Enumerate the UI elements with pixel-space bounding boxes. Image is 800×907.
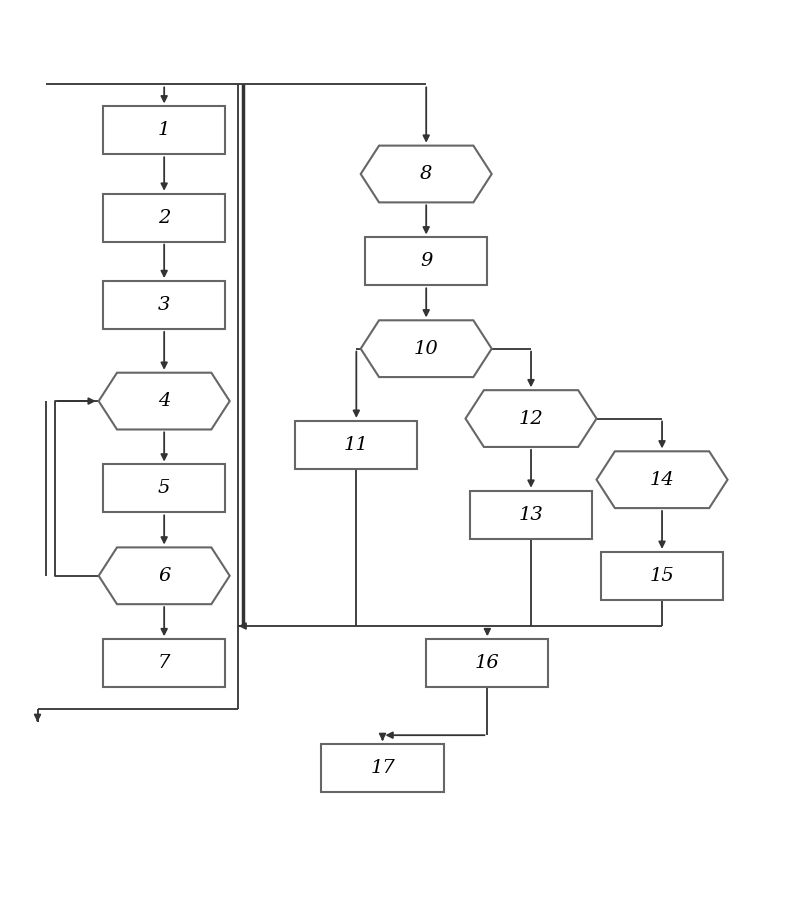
Polygon shape xyxy=(361,146,492,202)
Text: 8: 8 xyxy=(420,165,432,183)
Text: 16: 16 xyxy=(475,654,500,672)
Text: 4: 4 xyxy=(158,392,170,410)
FancyBboxPatch shape xyxy=(426,639,549,688)
FancyBboxPatch shape xyxy=(601,551,723,600)
Polygon shape xyxy=(98,373,230,430)
Text: 15: 15 xyxy=(650,567,674,585)
Polygon shape xyxy=(98,548,230,604)
FancyBboxPatch shape xyxy=(103,106,226,154)
Text: 13: 13 xyxy=(518,505,543,523)
FancyBboxPatch shape xyxy=(295,421,418,469)
FancyBboxPatch shape xyxy=(103,639,226,688)
FancyBboxPatch shape xyxy=(365,238,487,286)
Polygon shape xyxy=(597,452,727,508)
Text: 3: 3 xyxy=(158,296,170,314)
FancyBboxPatch shape xyxy=(103,194,226,241)
Text: 10: 10 xyxy=(414,340,438,357)
Text: 17: 17 xyxy=(370,759,395,777)
Text: 14: 14 xyxy=(650,471,674,489)
FancyBboxPatch shape xyxy=(322,744,444,792)
Text: 7: 7 xyxy=(158,654,170,672)
Text: 2: 2 xyxy=(158,209,170,227)
FancyBboxPatch shape xyxy=(103,281,226,329)
Polygon shape xyxy=(361,320,492,377)
FancyBboxPatch shape xyxy=(470,491,592,539)
Text: 11: 11 xyxy=(344,435,369,454)
Text: 5: 5 xyxy=(158,480,170,497)
Text: 9: 9 xyxy=(420,252,432,270)
Text: 1: 1 xyxy=(158,122,170,140)
Polygon shape xyxy=(466,390,597,447)
Text: 12: 12 xyxy=(518,410,543,427)
FancyBboxPatch shape xyxy=(103,464,226,512)
Text: 6: 6 xyxy=(158,567,170,585)
